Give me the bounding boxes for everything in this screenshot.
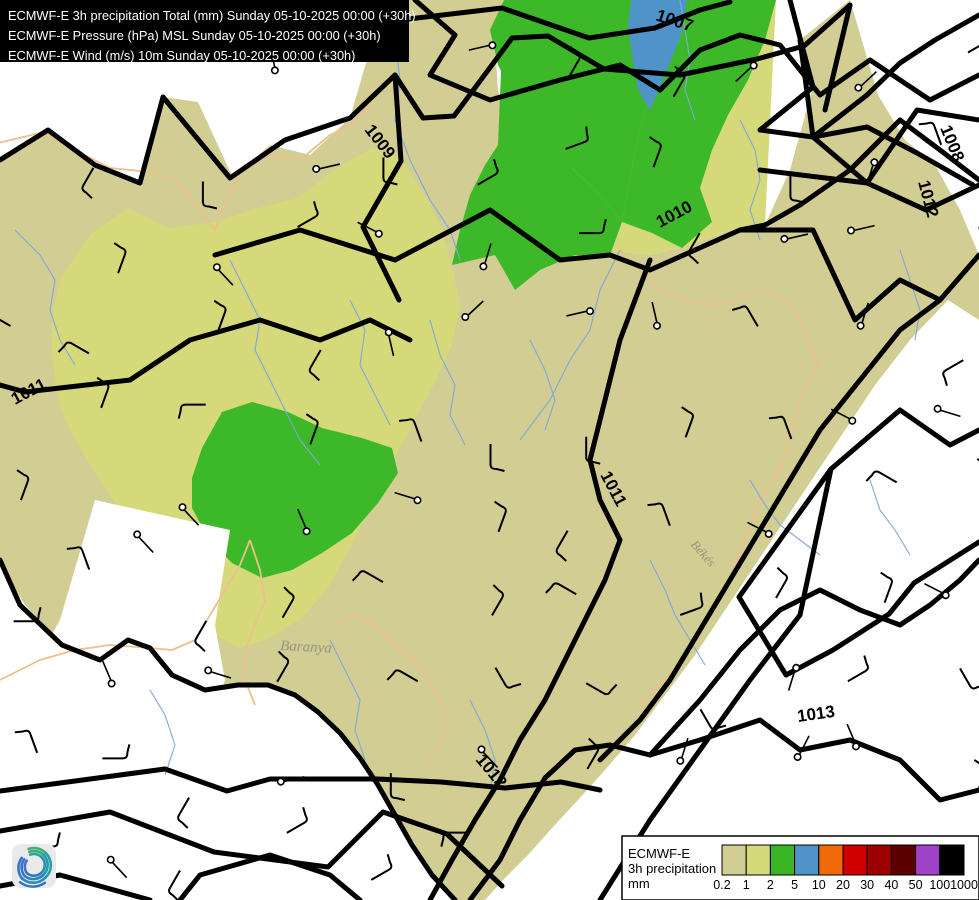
svg-text:20: 20 bbox=[836, 878, 850, 892]
svg-text:40: 40 bbox=[884, 878, 898, 892]
svg-text:ECMWF-E: ECMWF-E bbox=[628, 846, 690, 861]
svg-text:100: 100 bbox=[929, 878, 950, 892]
svg-text:1000: 1000 bbox=[950, 878, 978, 892]
svg-text:10: 10 bbox=[812, 878, 826, 892]
svg-text:mm: mm bbox=[628, 876, 650, 891]
svg-text:ECMWF-E 3h precipitation Total: ECMWF-E 3h precipitation Total (mm) Sund… bbox=[8, 8, 416, 23]
svg-text:30: 30 bbox=[860, 878, 874, 892]
svg-text:0.2: 0.2 bbox=[713, 878, 730, 892]
svg-text:50: 50 bbox=[909, 878, 923, 892]
svg-text:3h precipitation: 3h precipitation bbox=[628, 861, 716, 876]
svg-text:Baranya: Baranya bbox=[280, 638, 332, 657]
svg-text:ECMWF-E Wind (m/s) 10m Sunday: ECMWF-E Wind (m/s) 10m Sunday 05-10-2025… bbox=[8, 48, 355, 63]
svg-text:2: 2 bbox=[767, 878, 774, 892]
svg-text:5: 5 bbox=[791, 878, 798, 892]
svg-text:1: 1 bbox=[743, 878, 750, 892]
svg-text:ECMWF-E Pressure (hPa) MSL Sun: ECMWF-E Pressure (hPa) MSL Sunday 05-10-… bbox=[8, 28, 381, 43]
